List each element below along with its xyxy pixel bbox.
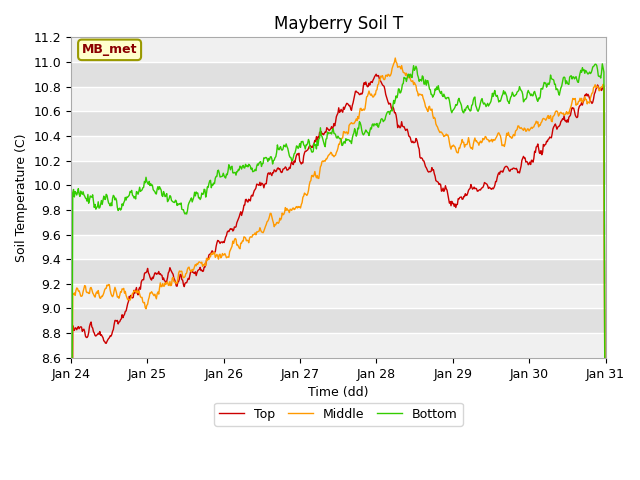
- Top: [210, 250, 218, 256]
- Middle: [392, 55, 399, 61]
- Text: MB_met: MB_met: [82, 43, 138, 56]
- Bar: [71, 161, 605, 185]
- Title: Mayberry Soil T: Mayberry Soil T: [274, 15, 403, 33]
- Bottom: [517, 87, 525, 93]
- Bar: [71, 185, 605, 210]
- Middle: [154, 289, 162, 295]
- Bar: [71, 284, 605, 309]
- Bar: [71, 259, 605, 284]
- Bottom: [154, 184, 162, 190]
- Bottom: [242, 161, 250, 167]
- Y-axis label: Soil Temperature (C): Soil Temperature (C): [15, 133, 28, 262]
- Legend: Top, Middle, Bottom: Top, Middle, Bottom: [214, 403, 463, 425]
- Middle: [242, 235, 250, 241]
- Bar: [71, 86, 605, 111]
- Bar: [71, 235, 605, 259]
- X-axis label: Time (dd): Time (dd): [308, 386, 369, 399]
- Middle: [210, 250, 218, 255]
- Bottom: [83, 196, 90, 202]
- Bottom: [210, 180, 218, 186]
- Bottom: [552, 81, 559, 87]
- Line: Top: Top: [71, 74, 605, 480]
- Middle: [83, 289, 90, 295]
- Bar: [71, 210, 605, 235]
- Bar: [71, 136, 605, 161]
- Bar: [71, 333, 605, 358]
- Bottom: [598, 61, 606, 67]
- Top: [552, 123, 560, 129]
- Bar: [71, 309, 605, 333]
- Bar: [71, 111, 605, 136]
- Bar: [71, 37, 605, 62]
- Top: [242, 197, 250, 203]
- Top: [518, 157, 525, 163]
- Top: [83, 335, 90, 340]
- Line: Middle: Middle: [71, 58, 605, 480]
- Middle: [552, 108, 560, 114]
- Middle: [518, 126, 525, 132]
- Line: Bottom: Bottom: [71, 64, 605, 480]
- Top: [372, 72, 380, 77]
- Bar: [71, 62, 605, 86]
- Top: [154, 271, 162, 277]
